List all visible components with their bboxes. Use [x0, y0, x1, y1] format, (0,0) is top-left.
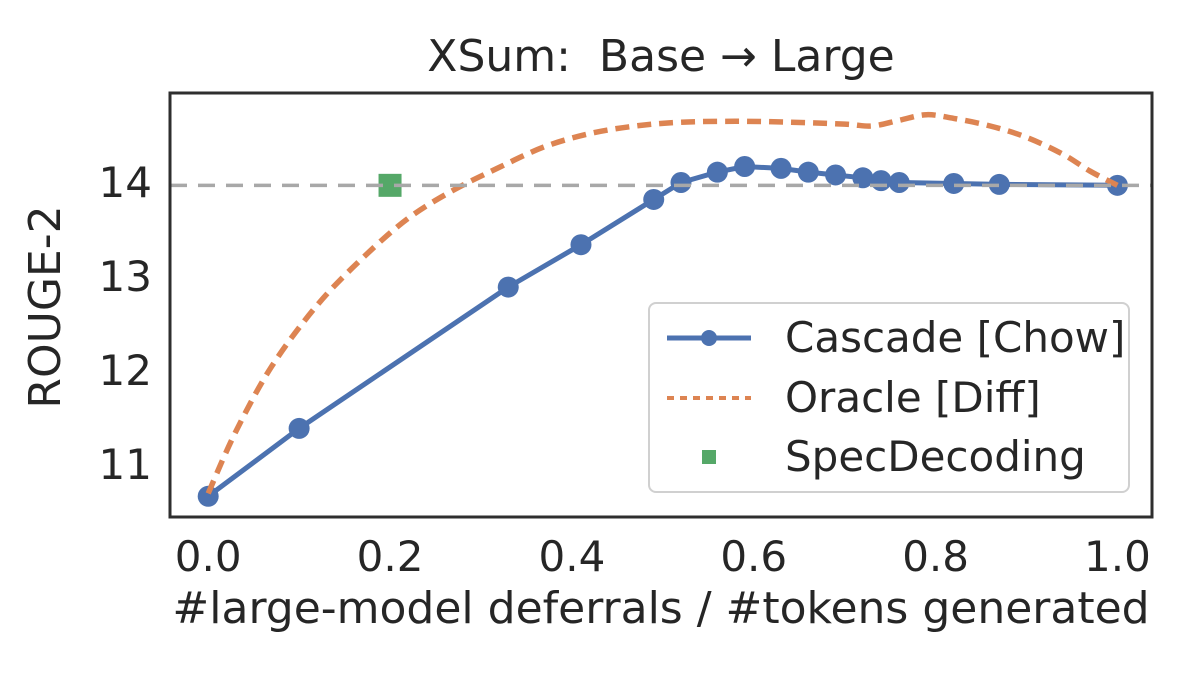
- y-tick-label: 13: [98, 251, 152, 301]
- specdecoding-square-swatch: [702, 449, 716, 464]
- y-tick-label: 14: [98, 157, 152, 207]
- legend-label-specdecoding: SpecDecoding: [785, 431, 1086, 481]
- y-tick-label: 11: [98, 440, 152, 490]
- x-tick-label: 0.2: [356, 532, 424, 581]
- legend-label-cascade: Cascade [Chow]: [785, 313, 1126, 363]
- oracle-dashed-line-swatch: [667, 395, 751, 400]
- x-tick-label: 0.0: [174, 532, 242, 581]
- legend-item-specdecoding: SpecDecoding: [665, 428, 1128, 486]
- legend: Cascade [Chow] Oracle [Diff] SpecDecodin…: [648, 302, 1130, 493]
- x-tick-label: 1.0: [1084, 532, 1151, 581]
- x-axis-label: #large-model deferrals / #tokens generat…: [172, 583, 1150, 634]
- x-tick-label: 0.8: [902, 532, 969, 581]
- legend-label-oracle: Oracle [Diff]: [785, 372, 1041, 422]
- cascade-line-dot-swatch: [667, 330, 751, 347]
- chart-title: XSum: Base → Large: [427, 31, 895, 82]
- legend-item-cascade: Cascade [Chow]: [665, 309, 1128, 367]
- x-tick-label: 0.6: [720, 532, 788, 581]
- y-tick-label: 12: [98, 345, 152, 395]
- x-tick-label: 0.4: [538, 532, 606, 581]
- legend-item-oracle: Oracle [Diff]: [665, 369, 1128, 427]
